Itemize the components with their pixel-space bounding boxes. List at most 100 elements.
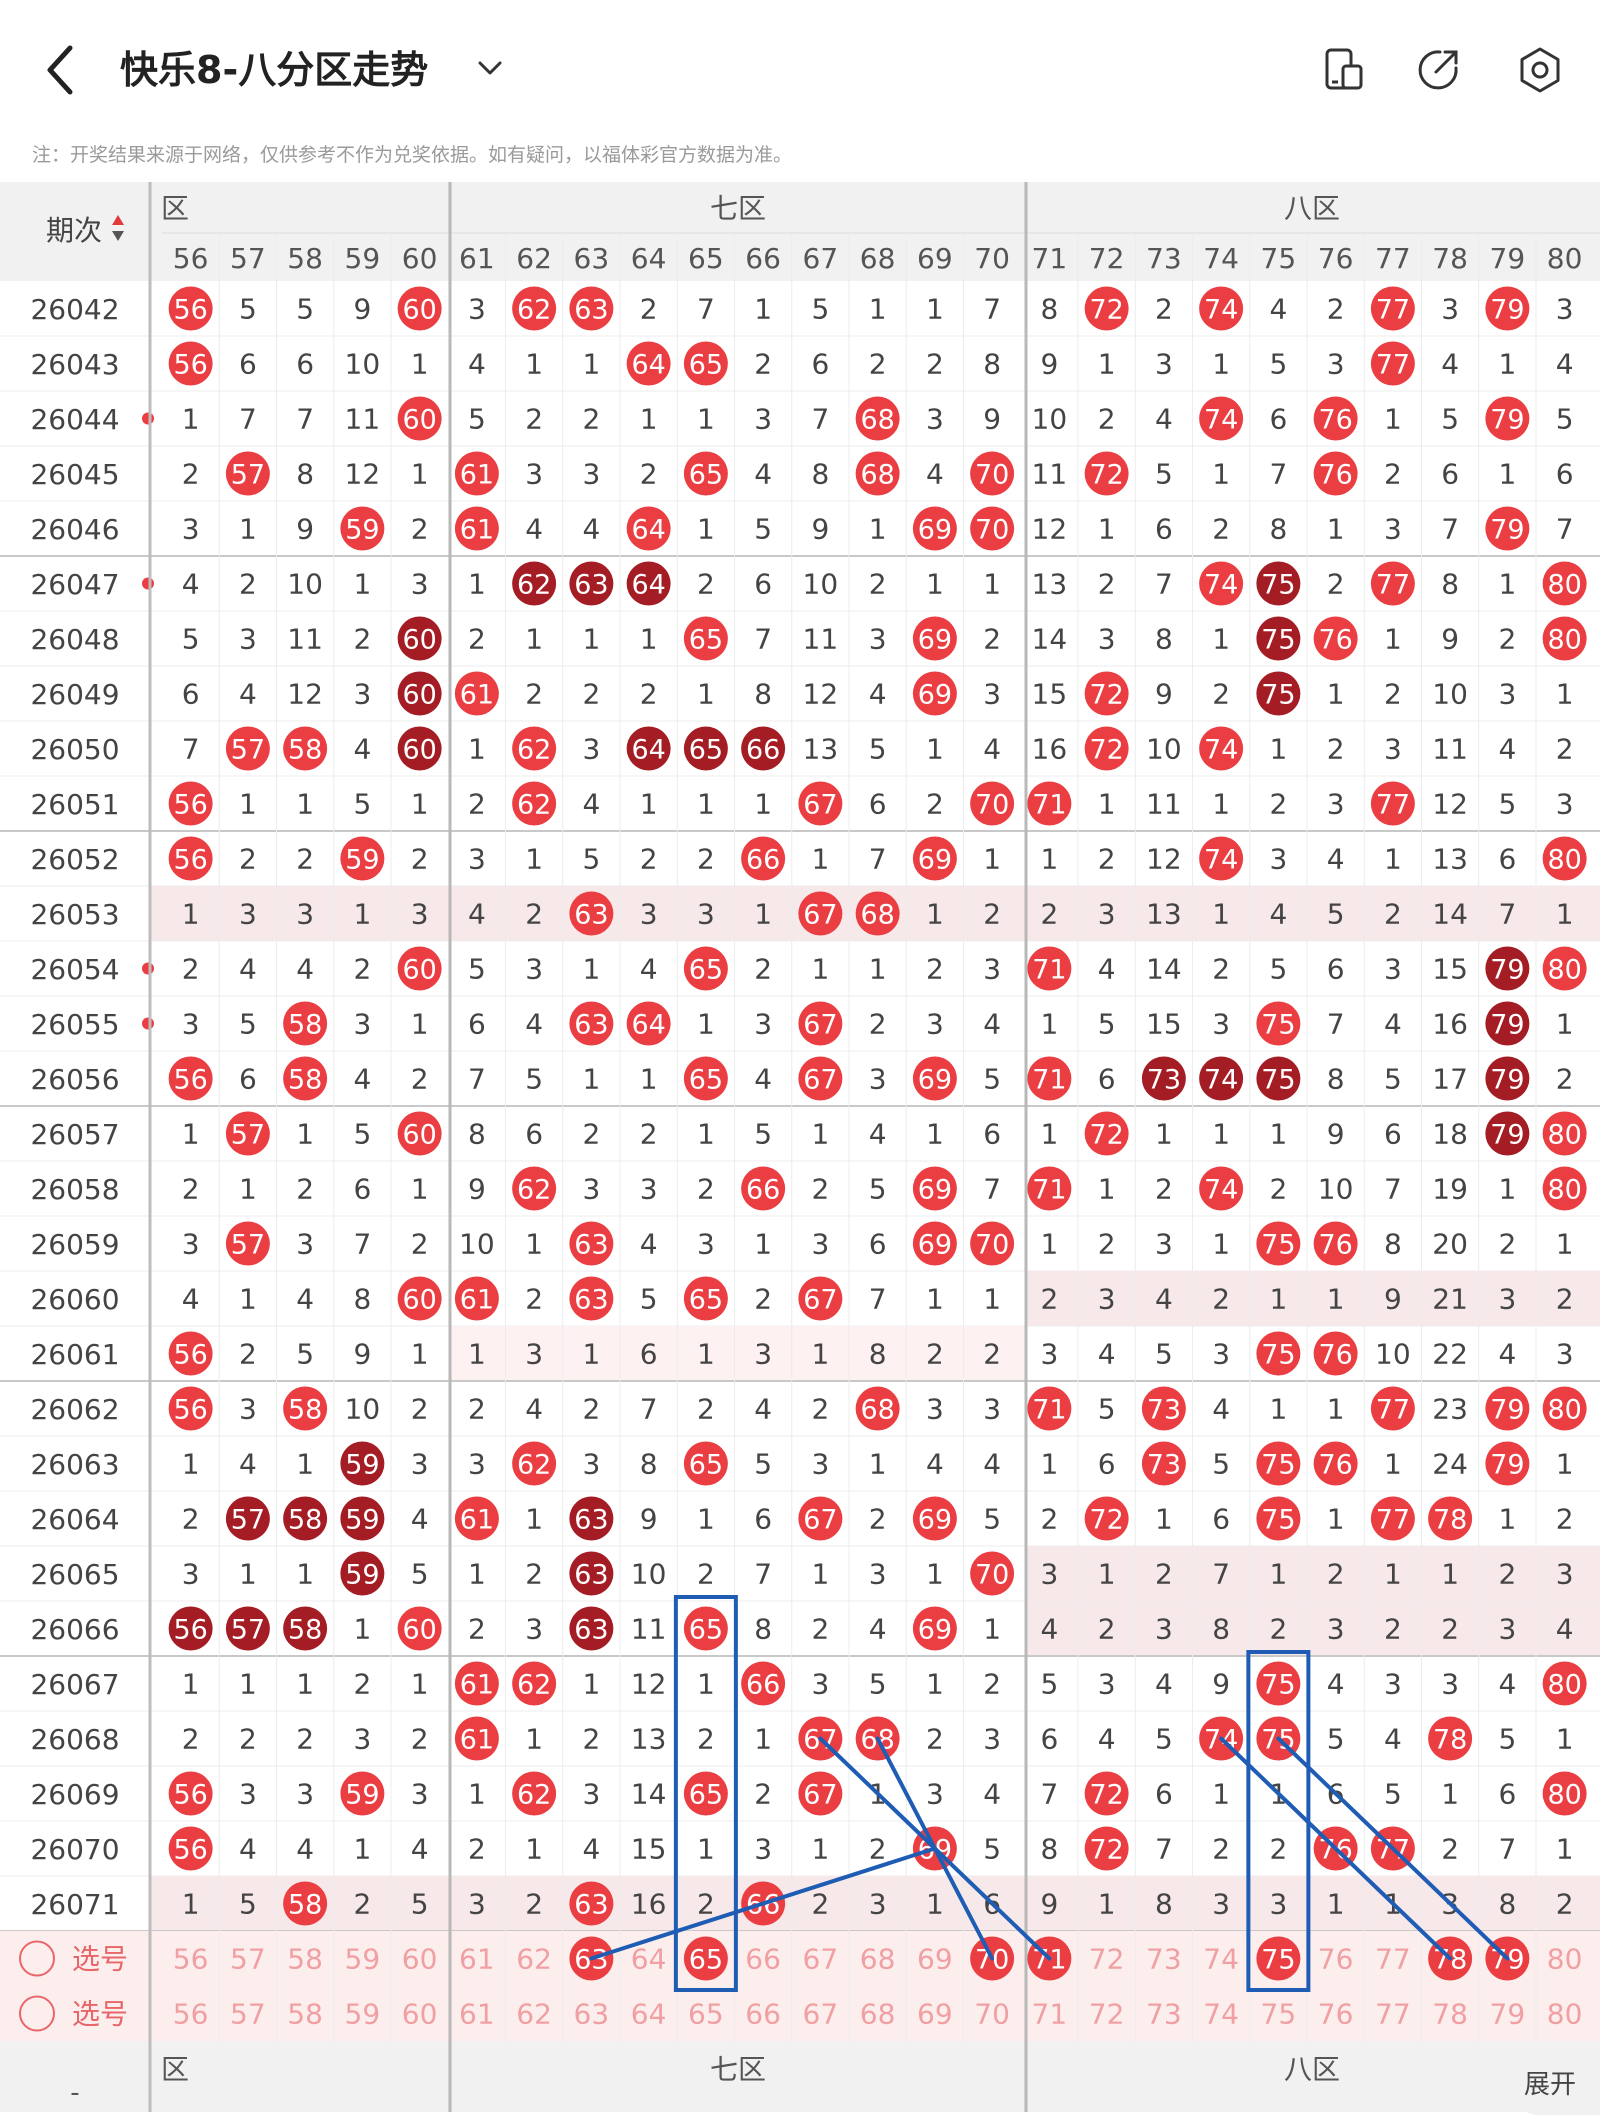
selectable-number[interactable]: 72 [1089, 1943, 1125, 1976]
select-toggle-icon[interactable] [19, 1940, 55, 1977]
selectable-number[interactable]: 80 [1547, 1998, 1583, 2031]
omission-count: 1 [1498, 348, 1516, 381]
selectable-number[interactable]: 69 [917, 1998, 953, 2031]
selectable-number[interactable]: 68 [860, 1998, 896, 2031]
selectable-number[interactable]: 76 [1318, 1998, 1354, 2031]
omission-count: 6 [1212, 1503, 1230, 1536]
omission-count: 5 [1098, 1008, 1116, 1041]
omission-count: 1 [525, 1503, 543, 1536]
omission-count: 3 [1212, 1888, 1230, 1921]
selectable-number[interactable]: 76 [1318, 1943, 1354, 1976]
sort-up-icon[interactable] [112, 215, 124, 225]
omission-count: 1 [296, 1668, 314, 1701]
selectable-number[interactable]: 60 [402, 1943, 438, 1976]
selectable-number[interactable]: 77 [1375, 1998, 1411, 2031]
column-number-header: 76 [1318, 242, 1354, 275]
selectable-number[interactable]: 78 [1432, 1998, 1468, 2031]
selectable-number[interactable]: 65 [688, 1998, 724, 2031]
selectable-number[interactable]: 67 [803, 1943, 839, 1976]
omission-count: 1 [582, 1668, 600, 1701]
drawn-number-ball [283, 1606, 328, 1651]
selectable-number[interactable]: 58 [287, 1998, 323, 2031]
omission-count: 3 [1556, 1558, 1574, 1591]
selectable-number[interactable]: 57 [230, 1943, 266, 1976]
selectable-number[interactable]: 64 [631, 1998, 667, 2031]
select-row-label[interactable]: 选号 [72, 1998, 128, 2031]
selectable-number[interactable]: 61 [459, 1943, 495, 1976]
drawn-number-ball [1199, 1166, 1244, 1211]
selectable-number[interactable]: 66 [745, 1943, 781, 1976]
drawn-number-ball [1256, 561, 1301, 606]
omission-count: 6 [1556, 458, 1574, 491]
omission-count: 6 [1098, 1448, 1116, 1481]
selectable-number[interactable]: 64 [631, 1943, 667, 1976]
omission-count: 7 [1155, 1833, 1173, 1866]
page-title[interactable]: 快乐8-八分区走势 [120, 48, 429, 92]
phone-layout-icon[interactable] [1318, 44, 1370, 96]
selectable-number[interactable]: 80 [1547, 1943, 1583, 1976]
selected-number-ball[interactable] [1256, 1936, 1301, 1981]
selectable-number[interactable]: 63 [574, 1998, 610, 2031]
drawn-number-label: 63 [574, 1560, 608, 1591]
selectable-number[interactable]: 74 [1203, 1998, 1239, 2031]
selectable-number[interactable]: 60 [402, 1998, 438, 2031]
select-toggle-icon[interactable] [19, 1995, 55, 2032]
omission-count: 14 [1432, 898, 1468, 931]
selectable-number[interactable]: 71 [1032, 1998, 1068, 2031]
omission-count: 5 [869, 1668, 887, 1701]
selectable-number[interactable]: 62 [516, 1998, 552, 2031]
selected-number-ball[interactable] [683, 1936, 728, 1981]
drawn-number-label: 70 [975, 1230, 1009, 1261]
omission-count: 7 [1269, 458, 1287, 491]
selectable-number[interactable]: 61 [459, 1998, 495, 2031]
omission-count: 2 [1327, 568, 1345, 601]
selectable-number[interactable]: 77 [1375, 1943, 1411, 1976]
settings-icon[interactable] [1514, 44, 1566, 96]
selectable-number[interactable]: 68 [860, 1943, 896, 1976]
share-icon[interactable] [1412, 44, 1464, 96]
omission-count: 2 [869, 568, 887, 601]
selectable-number[interactable]: 57 [230, 1998, 266, 2031]
omission-count: 2 [1155, 1558, 1173, 1591]
selectable-number[interactable]: 59 [345, 1998, 381, 2031]
chevron-down-icon[interactable] [474, 52, 506, 84]
selectable-number[interactable]: 58 [287, 1943, 323, 1976]
selectable-number[interactable]: 56 [173, 1943, 209, 1976]
omission-count: 4 [1040, 1613, 1058, 1646]
selectable-number[interactable]: 66 [745, 1998, 781, 2031]
omission-count: 7 [468, 1063, 486, 1096]
selectable-number[interactable]: 62 [516, 1943, 552, 1976]
selectable-number[interactable]: 67 [803, 1998, 839, 2031]
selectable-number[interactable]: 59 [345, 1943, 381, 1976]
drawn-number-label: 67 [803, 1780, 837, 1811]
selectable-number[interactable]: 73 [1146, 1943, 1182, 1976]
period-column-header[interactable]: 期次 [46, 214, 102, 247]
select-row-label[interactable]: 选号 [72, 1943, 128, 1976]
omission-count: 6 [983, 1118, 1001, 1151]
selectable-number[interactable]: 72 [1089, 1998, 1125, 2031]
selectable-number[interactable]: 56 [173, 1998, 209, 2031]
drawn-number-label: 65 [689, 1065, 723, 1096]
omission-count: 1 [1269, 1393, 1287, 1426]
omission-count: 3 [468, 843, 486, 876]
selectable-number[interactable]: 79 [1490, 1998, 1526, 2031]
omission-count: 8 [754, 1613, 772, 1646]
drawn-number-ball [1542, 1111, 1587, 1156]
drawn-number-label: 71 [1032, 1175, 1066, 1206]
drawn-number-label: 67 [803, 790, 837, 821]
drawn-number-ball [683, 616, 728, 661]
period-cell: 26047 [30, 568, 119, 601]
omission-count: 1 [754, 293, 772, 326]
expand-button[interactable]: 展开 [1510, 2055, 1600, 2115]
drawn-number-ball [1313, 1331, 1358, 1376]
selectable-number[interactable]: 69 [917, 1943, 953, 1976]
back-icon[interactable] [40, 40, 80, 100]
drawn-number-ball [798, 1496, 843, 1541]
selectable-number[interactable]: 73 [1146, 1998, 1182, 2031]
selectable-number[interactable]: 74 [1203, 1943, 1239, 1976]
selectable-number[interactable]: 70 [974, 1998, 1010, 2031]
omission-count: 4 [239, 1833, 257, 1866]
omission-count: 3 [1556, 293, 1574, 326]
selectable-number[interactable]: 75 [1261, 1998, 1297, 2031]
omission-count: 4 [1098, 953, 1116, 986]
